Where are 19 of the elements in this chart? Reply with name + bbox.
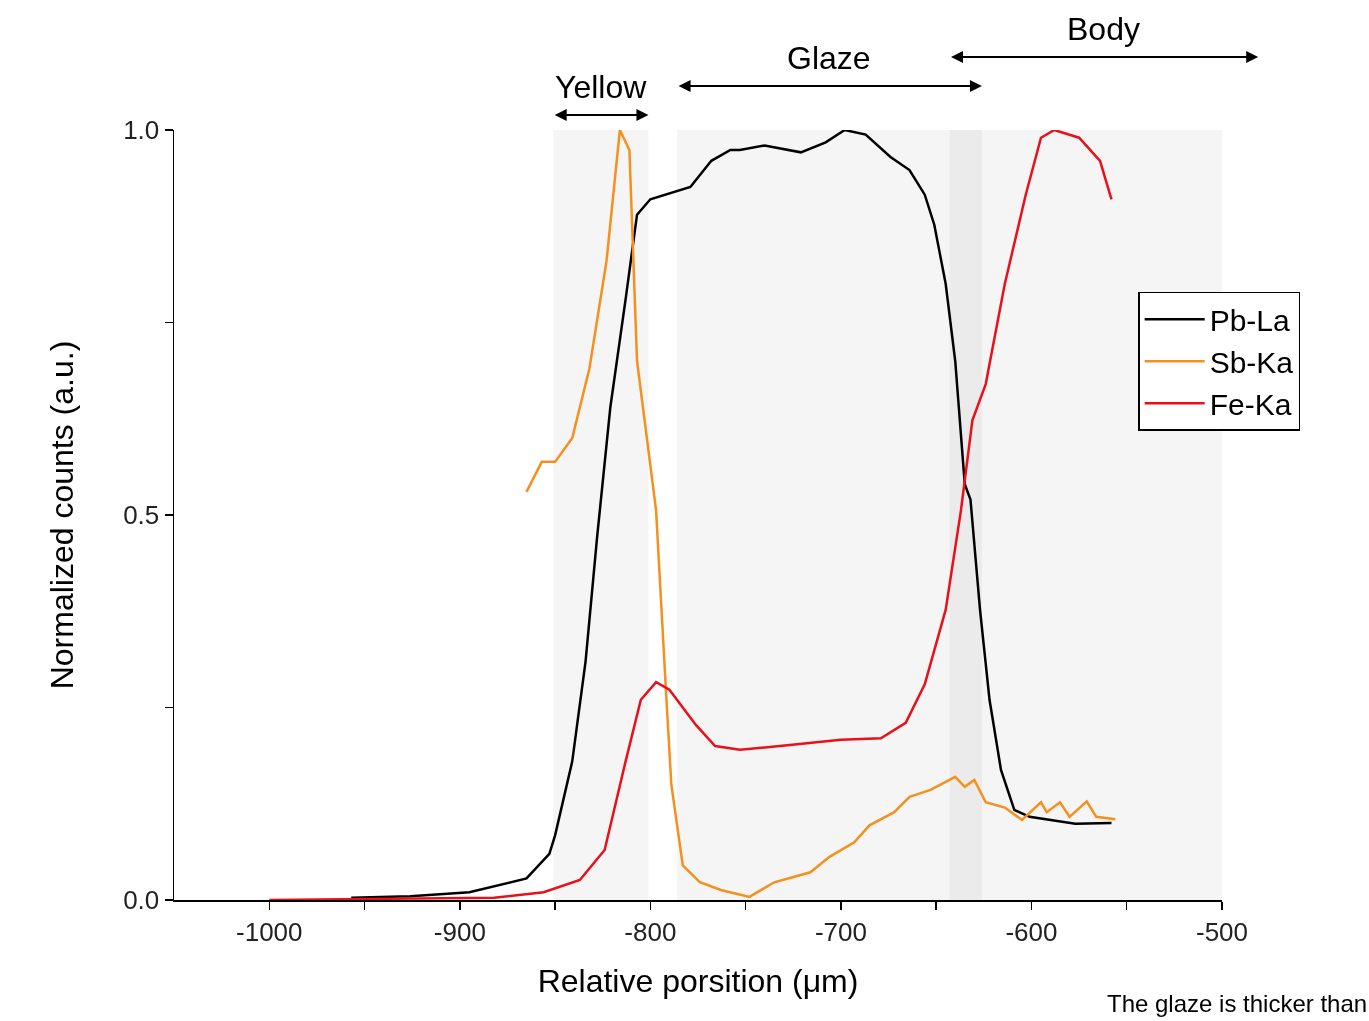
legend-label: Fe-Ka (1209, 387, 1292, 421)
y-tick-label: 0.5 (123, 500, 160, 531)
y-tick-label: 1.0 (123, 115, 160, 146)
x-axis-title: Relative porsition (μm) (537, 963, 859, 1000)
band-label: Body (1067, 11, 1140, 47)
x-tick-label: -900 (433, 916, 486, 947)
x-tick-label: -700 (814, 916, 867, 947)
y-axis-title: Normalized counts (a.u.) (43, 340, 80, 690)
x-tick-label: -600 (1005, 916, 1058, 947)
legend-label: Pb-La (1209, 303, 1291, 337)
x-tick-label: -1000 (236, 916, 303, 947)
legend-label: Sb-Ka (1209, 345, 1294, 379)
band-label: Yellow (555, 69, 648, 105)
x-tick-label: -800 (624, 916, 677, 947)
y-tick-label: 0.0 (123, 885, 160, 916)
line-series (525, 130, 1117, 899)
band-label: Glaze (787, 40, 871, 76)
text: The glaze is thicker than (1107, 990, 1368, 1017)
x-tick-label: -500 (1195, 916, 1249, 947)
